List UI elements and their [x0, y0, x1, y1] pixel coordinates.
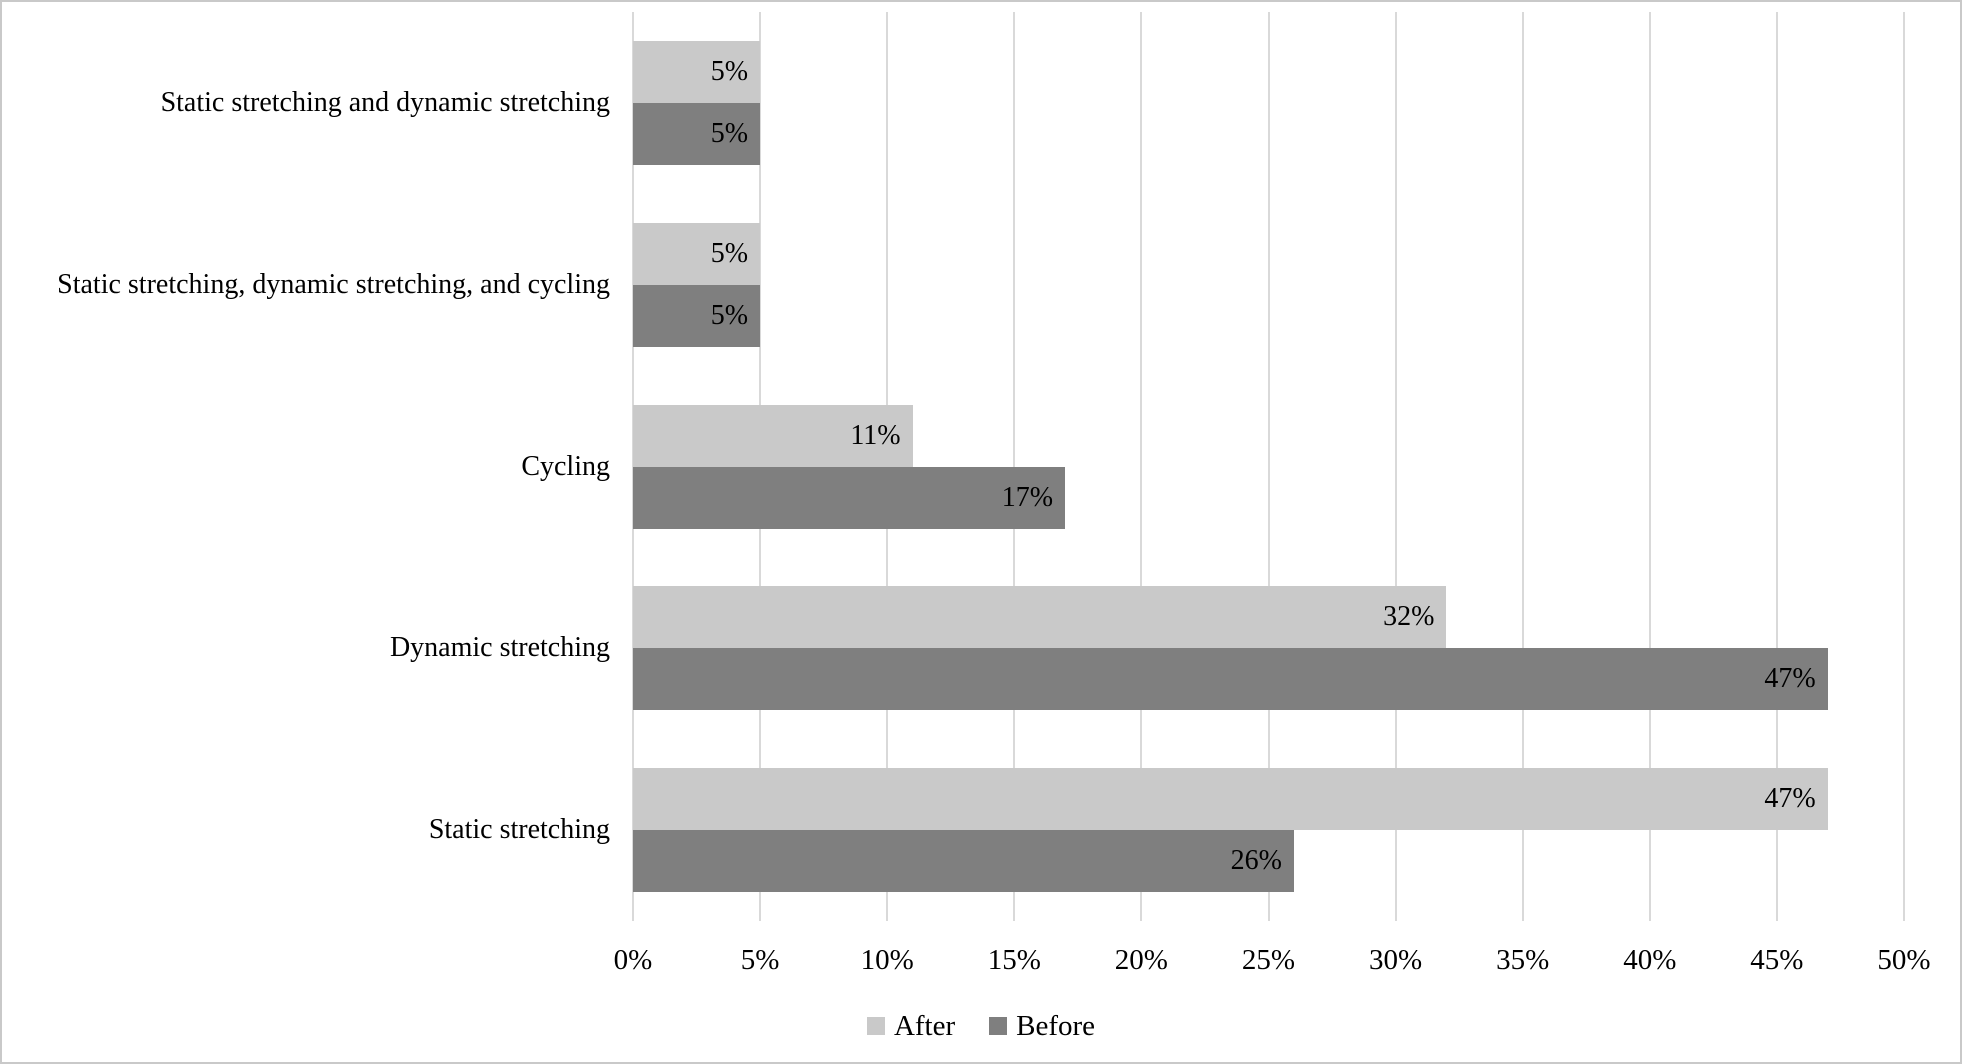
before-bar: 5%: [633, 102, 761, 165]
legend-label: After: [893, 1010, 956, 1042]
gridline: [1267, 12, 1270, 921]
category-label: Static stretching: [428, 814, 610, 846]
gridline: [1648, 12, 1651, 921]
legend-swatch-before: [989, 1017, 1008, 1035]
bar-data-label: 5%: [710, 299, 749, 331]
before-bar: 5%: [633, 284, 761, 347]
bar-data-label: 5%: [710, 55, 749, 87]
after-bar: 47%: [633, 768, 1828, 831]
legend-label: Before: [1016, 1010, 1096, 1042]
x-tick-label: 20%: [1114, 944, 1168, 976]
before-bar: 47%: [633, 648, 1828, 711]
bar-data-label: 26%: [1230, 845, 1282, 877]
after-bar: 32%: [633, 586, 1447, 649]
gridline: [1521, 12, 1524, 921]
gridline: [1775, 12, 1778, 921]
x-axis: 0% 5% 10% 15% 20% 25% 30% 35% 40% 45% 50%: [614, 942, 1931, 982]
bar-data-label: 17%: [1001, 481, 1054, 513]
x-tick-label: 45%: [1750, 944, 1804, 976]
x-tick-label: 10%: [860, 944, 914, 976]
bar-data-label: 5%: [710, 237, 749, 269]
x-tick-label: 30%: [1369, 944, 1423, 976]
after-bar: 11%: [633, 404, 913, 467]
x-tick-label: 50%: [1877, 944, 1931, 976]
x-tick-label: 35%: [1496, 944, 1550, 976]
legend: After Before: [2, 1010, 1960, 1042]
bar-data-label: 47%: [1764, 783, 1816, 815]
bar-data-label: 47%: [1764, 663, 1816, 695]
x-tick-label: 40%: [1623, 944, 1677, 976]
before-bar: 17%: [633, 466, 1066, 529]
after-bar: 5%: [633, 222, 761, 285]
gridline: [1140, 12, 1143, 921]
legend-entry-before: Before: [989, 1010, 1095, 1042]
legend-entry-after: After: [866, 1010, 956, 1042]
before-bar: 26%: [633, 830, 1294, 893]
category-label: Static stretching, dynamic stretching, a…: [57, 268, 610, 300]
category-label: Cycling: [521, 450, 610, 482]
x-tick-label: 5%: [740, 944, 780, 976]
x-tick-label: 15%: [987, 944, 1041, 976]
gridline: [1903, 12, 1905, 921]
bar-data-label: 11%: [850, 419, 901, 451]
after-bar: 5%: [633, 40, 761, 103]
gridline: [1394, 12, 1397, 921]
category-label: Dynamic stretching: [389, 632, 610, 664]
category-label: Static stretching and dynamic stretching: [160, 86, 610, 118]
bar-data-label: 32%: [1383, 601, 1435, 633]
bar-data-label: 5%: [710, 117, 749, 149]
x-tick-label: 0%: [613, 944, 653, 976]
legend-swatch-after: [866, 1017, 885, 1035]
x-tick-label: 25%: [1241, 944, 1296, 976]
plot-area: 5% 5% 5% 5% 11% 17% 32% 47% 47% 26%: [632, 12, 1905, 921]
